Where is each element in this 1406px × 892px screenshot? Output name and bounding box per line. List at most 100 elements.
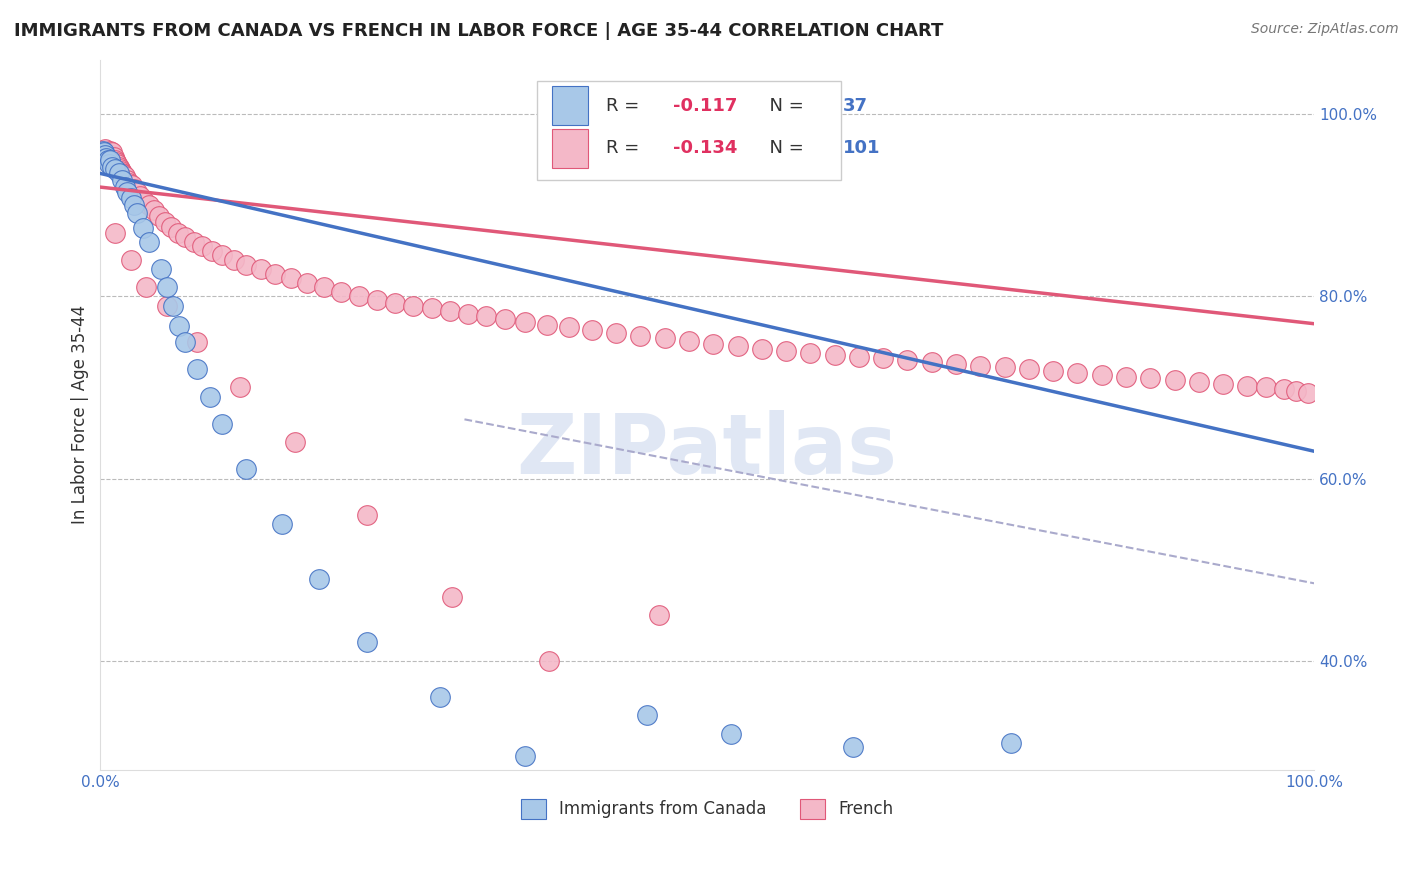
- Point: [90, 148, 112, 162]
- Point: [120, 252, 142, 267]
- Point: [1066, 366, 1088, 380]
- Point: [420, 301, 443, 316]
- Point: [121, 178, 143, 193]
- Point: [124, 198, 146, 212]
- Point: [97, 151, 120, 165]
- Point: [132, 221, 155, 235]
- Point: [264, 267, 287, 281]
- Point: [98, 153, 121, 167]
- Point: [115, 173, 138, 187]
- Point: [536, 318, 558, 332]
- Point: [107, 166, 129, 180]
- Point: [921, 355, 943, 369]
- Point: [636, 708, 658, 723]
- Point: [702, 336, 724, 351]
- Point: [280, 271, 302, 285]
- Point: [153, 215, 176, 229]
- Point: [104, 226, 127, 240]
- Y-axis label: In Labor Force | Age 35-44: In Labor Force | Age 35-44: [72, 305, 89, 524]
- Point: [98, 144, 121, 158]
- Point: [118, 176, 141, 190]
- Point: [630, 328, 652, 343]
- Point: [1236, 378, 1258, 392]
- Point: [91, 145, 114, 160]
- Point: [167, 318, 190, 333]
- Point: [896, 353, 918, 368]
- Point: [186, 334, 208, 349]
- Point: [1212, 376, 1234, 391]
- Text: -0.117: -0.117: [673, 96, 738, 115]
- Point: [191, 239, 214, 253]
- Text: -0.134: -0.134: [673, 139, 738, 157]
- Point: [132, 194, 155, 208]
- Point: [138, 235, 160, 249]
- Point: [124, 182, 146, 196]
- Point: [135, 280, 157, 294]
- Point: [100, 148, 122, 162]
- Point: [103, 150, 125, 164]
- Point: [366, 293, 388, 307]
- Point: [654, 331, 676, 345]
- Point: [312, 280, 335, 294]
- Point: [647, 608, 669, 623]
- Point: [105, 157, 128, 171]
- FancyBboxPatch shape: [553, 128, 588, 168]
- Point: [384, 295, 406, 310]
- Point: [720, 726, 742, 740]
- Point: [678, 334, 700, 348]
- Point: [104, 161, 127, 176]
- Text: Source: ZipAtlas.com: Source: ZipAtlas.com: [1251, 22, 1399, 37]
- Point: [101, 160, 124, 174]
- Point: [775, 344, 797, 359]
- Point: [211, 248, 233, 262]
- Point: [90, 144, 112, 158]
- Point: [120, 191, 142, 205]
- Point: [114, 180, 136, 194]
- Point: [249, 262, 271, 277]
- Point: [162, 298, 184, 312]
- Point: [156, 280, 179, 294]
- Point: [97, 157, 120, 171]
- Point: [222, 252, 245, 267]
- FancyBboxPatch shape: [537, 81, 841, 180]
- Point: [969, 359, 991, 373]
- Point: [93, 145, 115, 160]
- Point: [97, 147, 120, 161]
- Point: [457, 307, 479, 321]
- Point: [94, 148, 117, 162]
- Point: [494, 312, 516, 326]
- Point: [101, 145, 124, 160]
- Point: [111, 165, 134, 179]
- Point: [183, 235, 205, 249]
- Point: [1272, 382, 1295, 396]
- Point: [1000, 736, 1022, 750]
- Point: [356, 508, 378, 522]
- Point: [235, 258, 257, 272]
- FancyBboxPatch shape: [553, 87, 588, 125]
- Point: [93, 148, 115, 162]
- Point: [945, 357, 967, 371]
- Legend: Immigrants from Canada, French: Immigrants from Canada, French: [515, 792, 900, 826]
- Point: [295, 276, 318, 290]
- Point: [138, 198, 160, 212]
- Point: [112, 167, 135, 181]
- Point: [150, 262, 173, 277]
- Point: [186, 362, 208, 376]
- Point: [110, 163, 132, 178]
- Point: [799, 346, 821, 360]
- Text: R =: R =: [606, 139, 645, 157]
- Point: [156, 298, 179, 312]
- Point: [439, 304, 461, 318]
- Point: [581, 323, 603, 337]
- Text: R =: R =: [606, 96, 645, 115]
- Point: [111, 173, 134, 187]
- Point: [515, 315, 537, 329]
- Text: ZIPatlas: ZIPatlas: [517, 409, 897, 491]
- Point: [97, 153, 120, 167]
- Point: [558, 320, 581, 334]
- Point: [727, 339, 749, 353]
- Point: [308, 572, 330, 586]
- Point: [429, 690, 451, 705]
- Point: [114, 169, 136, 184]
- Point: [1139, 371, 1161, 385]
